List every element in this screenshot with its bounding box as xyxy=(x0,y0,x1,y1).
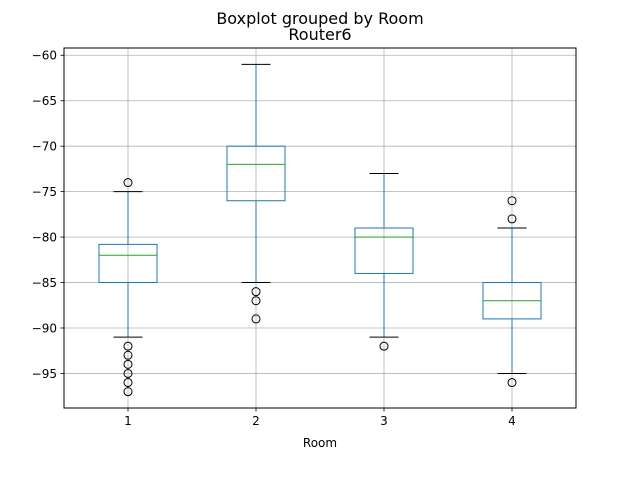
x-tick-label: 2 xyxy=(252,414,260,428)
iqr-box xyxy=(226,145,286,202)
outlier-point xyxy=(379,341,389,351)
outlier-point xyxy=(251,314,261,324)
outlier-point xyxy=(251,287,261,297)
y-tick-label: −75 xyxy=(32,185,57,199)
box-group-room-3 xyxy=(354,172,414,351)
outlier-point xyxy=(123,368,133,378)
y-tick-label: −95 xyxy=(32,367,57,381)
y-tick-label: −85 xyxy=(32,276,57,290)
box-group-room-4 xyxy=(482,196,542,388)
outlier-point xyxy=(507,196,517,206)
y-tick-label: −60 xyxy=(32,49,57,63)
y-tick-label: −65 xyxy=(32,94,57,108)
y-tick-label: −80 xyxy=(32,230,57,244)
axes-frame xyxy=(63,47,577,409)
chart-suptitle: Boxplot grouped by Room xyxy=(216,9,423,28)
box-group-room-1 xyxy=(98,178,158,397)
outlier-point xyxy=(123,341,133,351)
outlier-point xyxy=(123,359,133,369)
iqr-box xyxy=(98,243,158,284)
y-tick-label: −70 xyxy=(32,139,57,153)
chart-title: Router6 xyxy=(288,25,351,44)
outlier-point xyxy=(507,378,517,388)
boxes xyxy=(98,63,542,397)
y-tick-label: −90 xyxy=(32,321,57,335)
outlier-point xyxy=(507,214,517,224)
outlier-point xyxy=(123,387,133,397)
x-tick-label: 3 xyxy=(380,414,388,428)
x-tick-label: 4 xyxy=(508,414,516,428)
x-axis-label: Room xyxy=(303,436,337,450)
iqr-box xyxy=(354,227,414,274)
box-group-room-2 xyxy=(226,63,286,324)
outlier-point xyxy=(123,378,133,388)
outlier-point xyxy=(123,178,133,188)
ticks: −60 −65 −70 −75 −80 −85 −90 −95 1 2 3 4 xyxy=(32,49,516,428)
outlier-point xyxy=(251,296,261,306)
x-tick-label: 1 xyxy=(124,414,132,428)
outlier-point xyxy=(123,350,133,360)
